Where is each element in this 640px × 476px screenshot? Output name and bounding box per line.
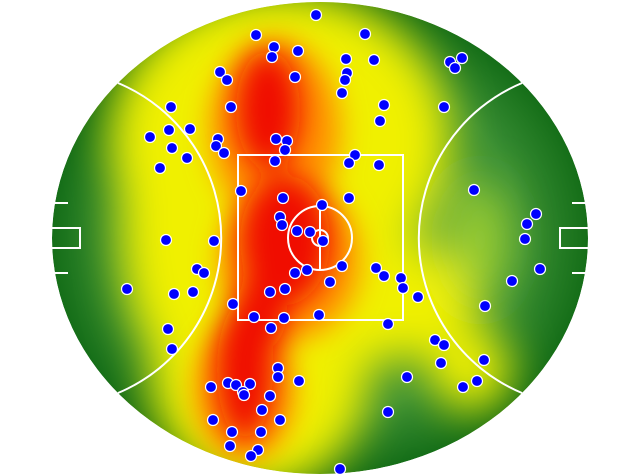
point [263,285,277,299]
point [164,100,178,114]
point [339,52,353,66]
point [204,380,218,394]
point [217,146,231,160]
point [244,449,258,463]
point [342,191,356,205]
point [381,405,395,419]
point [470,374,484,388]
point [162,123,176,137]
point [277,311,291,325]
point [167,287,181,301]
point [288,266,302,280]
point [269,132,283,146]
point [268,154,282,168]
point [342,156,356,170]
points [120,8,547,476]
point [428,333,442,347]
point [309,8,323,22]
point [455,51,469,65]
point [335,86,349,100]
point [291,44,305,58]
point [400,370,414,384]
point [276,191,290,205]
point [120,282,134,296]
point [477,353,491,367]
point [180,151,194,165]
point [273,413,287,427]
point [348,148,362,162]
point [213,65,227,79]
point [300,263,314,277]
point [165,141,179,155]
point [518,232,532,246]
point [338,73,352,87]
point [275,218,289,232]
point [367,53,381,67]
point [288,70,302,84]
point [505,274,519,288]
point [434,356,448,370]
point [243,377,257,391]
point [247,310,261,324]
point [159,233,173,247]
point [396,281,410,295]
point [234,184,248,198]
point [267,40,281,54]
point [369,261,383,275]
point [186,285,200,299]
point [292,374,306,388]
point [478,299,492,313]
point [437,100,451,114]
point [237,388,251,402]
point [183,122,197,136]
point [520,217,534,231]
point [278,282,292,296]
heatmap [52,2,588,474]
point [381,317,395,331]
point [456,380,470,394]
point [377,98,391,112]
point [394,271,408,285]
point [161,322,175,336]
point [312,308,326,322]
point [223,439,237,453]
point [207,234,221,248]
point [165,342,179,356]
point [255,403,269,417]
point [278,143,292,157]
point [153,161,167,175]
point [411,290,425,304]
point [225,425,239,439]
point [264,321,278,335]
point [529,207,543,221]
point [437,338,451,352]
point [271,370,285,384]
point [249,28,263,42]
point [533,262,547,276]
point [220,73,234,87]
point [335,259,349,273]
point [372,158,386,172]
point [303,225,317,239]
point [290,224,304,238]
point [263,389,277,403]
point [333,462,347,476]
point [143,130,157,144]
point [226,297,240,311]
point [254,425,268,439]
point [323,275,337,289]
point [467,183,481,197]
point [206,413,220,427]
point [209,139,223,153]
point [377,269,391,283]
point [448,61,462,75]
point [373,114,387,128]
point [224,100,238,114]
point [315,198,329,212]
point [358,27,372,41]
point [316,234,330,248]
point [265,50,279,64]
point [197,266,211,280]
